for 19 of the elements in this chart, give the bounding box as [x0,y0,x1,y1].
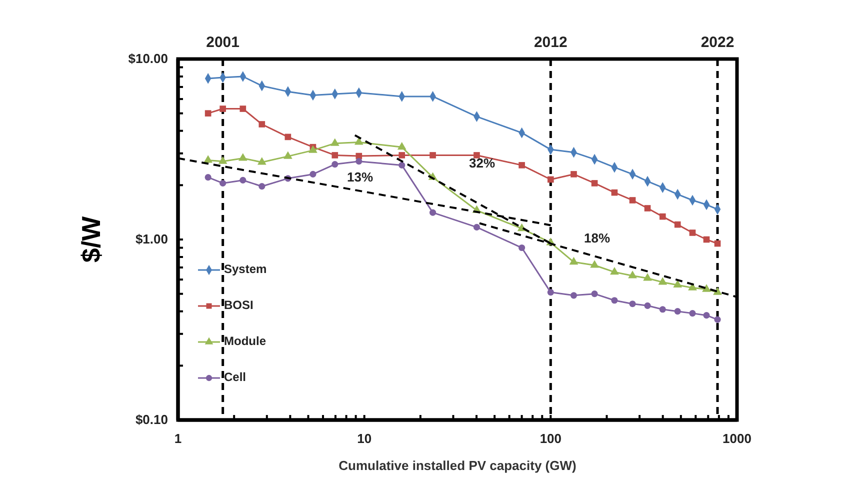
y-tick-label: $10.00 [128,51,168,66]
y-tick-label: $1.00 [135,232,168,247]
x-tick-label: 1000 [722,431,752,446]
annotation: 2001 [206,34,240,51]
annotation: 2022 [700,34,734,51]
y-tick-label: $0.10 [135,412,168,428]
x-axis-title: Cumulative installed PV capacity (GW) [338,458,576,473]
annotation: 32% [468,155,496,170]
x-tick-label: 10 [357,431,372,446]
legend-label: Cell [224,370,246,384]
annotation: 18% [584,230,610,246]
annotation: 13% [346,169,374,184]
y-axis-title: $/W [76,216,106,263]
legend-label: System [224,262,267,276]
legend-label: Module [224,334,266,348]
legend-label: BOSI [224,298,254,312]
annotation: 2012 [534,34,568,51]
x-tick-label: 1 [174,431,182,446]
x-tick-label: 100 [540,431,562,446]
